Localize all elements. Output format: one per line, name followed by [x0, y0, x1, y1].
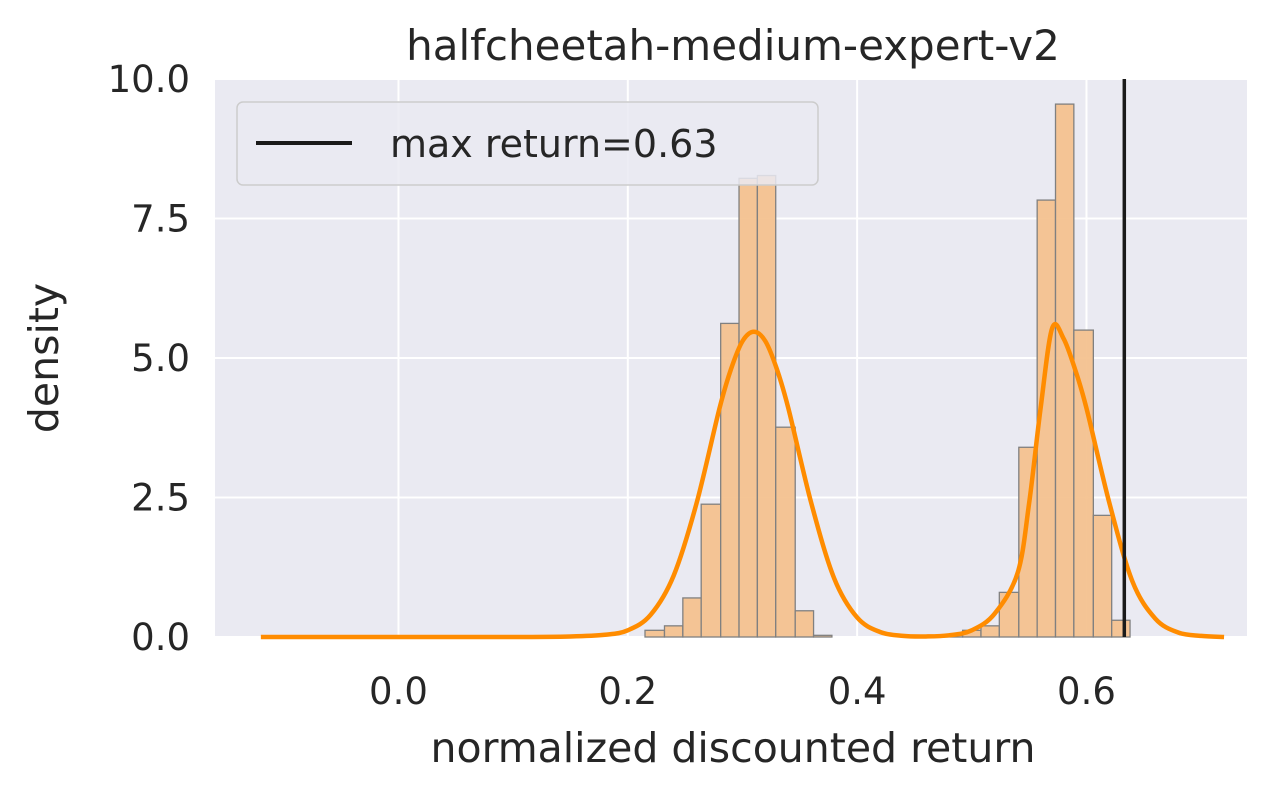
- y-axis-label: density: [20, 283, 68, 433]
- y-tick-label: 2.5: [131, 477, 190, 520]
- histogram-bar: [738, 177, 759, 638]
- legend-entry-label: max return=0.63: [390, 122, 718, 166]
- kde-layer: [260, 321, 1225, 640]
- histogram-bar: [1111, 619, 1131, 638]
- histogram-bar: [1092, 514, 1113, 638]
- histogram-bar: [644, 629, 666, 638]
- x-tick-label: 0.6: [1057, 670, 1116, 713]
- histogram-bar: [756, 174, 777, 638]
- legend: max return=0.63: [236, 101, 819, 186]
- histogram-bar: [980, 625, 1000, 638]
- histogram-bar: [700, 503, 722, 638]
- x-tick-labels: 0.0 0.2 0.4 0.6: [369, 670, 1116, 713]
- histogram-bar: [998, 591, 1020, 638]
- kde-curve: [260, 321, 1225, 640]
- x-tick-label: 0.4: [828, 670, 887, 713]
- legend-box: [236, 101, 819, 186]
- histogram-bar: [663, 625, 684, 638]
- y-tick-label: 7.5: [131, 198, 190, 241]
- x-tick-label: 0.2: [598, 670, 657, 713]
- x-axis-label: normalized discounted return: [431, 724, 1036, 772]
- histogram-bar: [775, 426, 796, 638]
- y-tick-labels: 0.0 2.5 5.0 7.5 10.0: [108, 58, 190, 659]
- histogram-bar: [682, 597, 702, 638]
- x-tick-label: 0.0: [369, 670, 428, 713]
- chart-title: halfcheetah-medium-expert-v2: [406, 21, 1060, 70]
- y-tick-label: 0.0: [131, 616, 190, 659]
- histogram-bar: [794, 610, 815, 638]
- y-tick-label: 10.0: [108, 58, 190, 101]
- y-tick-label: 5.0: [131, 337, 190, 380]
- histogram-bar: [1054, 103, 1075, 638]
- histogram-bars: [644, 103, 1131, 638]
- histogram-bar: [812, 634, 833, 638]
- histogram-bar: [1073, 329, 1094, 638]
